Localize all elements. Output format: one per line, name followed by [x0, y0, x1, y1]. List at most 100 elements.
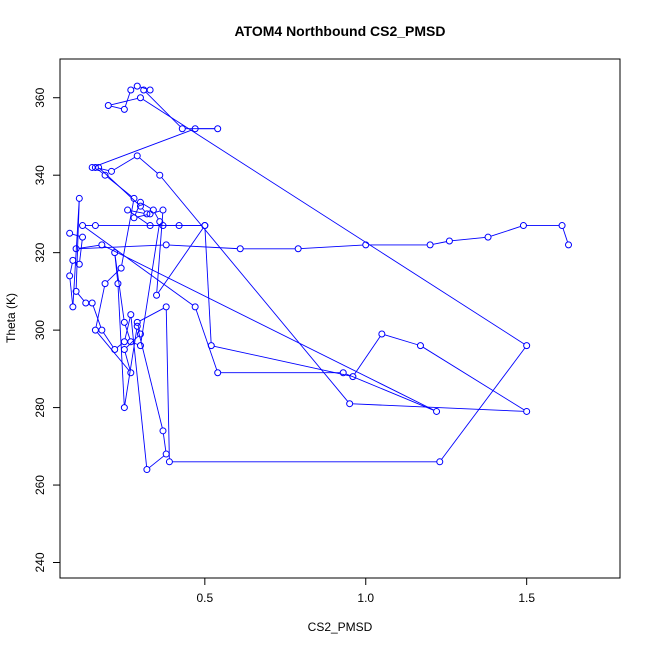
y-axis: 240 260 280 300 320 340 360: [33, 87, 61, 573]
data-point: [426, 241, 434, 249]
data-point: [127, 338, 135, 346]
series-segment: [103, 332, 114, 348]
data-point: [191, 125, 199, 133]
data-point: [162, 303, 170, 311]
data-point: [146, 210, 154, 218]
data-point: [91, 222, 99, 230]
series-segment: [94, 129, 193, 167]
data-point: [136, 342, 144, 350]
data-point: [378, 330, 386, 338]
data-point: [558, 222, 566, 230]
data-point: [91, 163, 99, 171]
data-point: [66, 229, 74, 237]
series-segment: [139, 157, 158, 174]
series-segment: [142, 98, 525, 345]
y-tick-label: 300: [33, 320, 47, 340]
series-segment: [111, 97, 138, 106]
data-point: [445, 237, 453, 245]
data-point: [159, 206, 167, 214]
series-segment: [137, 329, 163, 429]
data-point: [75, 260, 83, 268]
data-point: [191, 303, 199, 311]
series-segment: [441, 347, 526, 460]
series-segment: [69, 278, 74, 304]
series-segment: [117, 286, 125, 405]
series-segment: [352, 403, 524, 412]
data-point: [117, 264, 125, 272]
series-segment: [111, 105, 122, 110]
data-point: [294, 245, 302, 253]
data-point: [127, 369, 135, 377]
data-point: [162, 450, 170, 458]
data-point: [236, 245, 244, 253]
data-point: [120, 338, 128, 346]
series-segment: [137, 325, 141, 332]
data-point: [120, 105, 128, 113]
series-segment: [162, 433, 167, 452]
data-point: [159, 222, 167, 230]
data-point: [69, 256, 77, 264]
series-segment: [452, 237, 486, 242]
series-segment: [142, 208, 146, 212]
series-segment: [121, 201, 134, 266]
series-segment: [301, 244, 363, 250]
series-segment: [154, 212, 159, 220]
series-segment: [124, 329, 138, 405]
series-segment: [384, 334, 418, 346]
data-point: [133, 318, 141, 326]
series-segment: [195, 309, 218, 371]
data-point: [136, 202, 144, 210]
data-point: [484, 233, 492, 241]
data-point: [362, 241, 370, 249]
series-segment: [124, 317, 131, 339]
data-point: [120, 404, 128, 412]
data-point: [136, 198, 144, 206]
series-segment: [124, 352, 131, 370]
data-point: [133, 322, 141, 330]
data-point: [120, 345, 128, 353]
y-tick-label: 260: [33, 475, 47, 495]
data-point: [124, 206, 132, 214]
series-segment: [78, 244, 99, 249]
data-point: [201, 222, 209, 230]
data-point: [214, 125, 222, 133]
series-segment: [77, 293, 85, 301]
data-point: [523, 342, 531, 350]
data-point: [136, 94, 144, 102]
series-segment: [133, 342, 138, 345]
series-segment: [562, 228, 568, 243]
data-point: [101, 280, 109, 288]
chart-title: ATOM4 Northbound CS2_PMSD: [234, 23, 445, 39]
series-segment: [139, 307, 164, 322]
data-point: [433, 407, 441, 415]
series-segment: [140, 224, 160, 343]
series-segment: [354, 336, 381, 375]
data-point: [72, 287, 80, 295]
x-axis: 0.5 1.0 1.5: [196, 577, 535, 605]
data-point: [111, 249, 119, 257]
data-point: [346, 400, 354, 408]
data-point: [349, 373, 357, 381]
data-point: [523, 407, 531, 415]
series-segment: [72, 233, 80, 237]
series-segment: [134, 204, 140, 216]
series-segment: [136, 214, 148, 218]
series-group: [66, 82, 573, 474]
data-point: [153, 291, 161, 299]
data-point: [156, 171, 164, 179]
series-segment: [165, 309, 170, 459]
series-segment: [95, 286, 105, 328]
data-point: [133, 152, 141, 160]
series-segment: [432, 241, 447, 245]
series-segment: [345, 373, 434, 411]
data-point: [162, 241, 170, 249]
series-segment: [129, 211, 148, 225]
x-tick-label: 1.0: [357, 591, 374, 605]
data-point: [519, 222, 527, 230]
data-point: [140, 86, 148, 94]
series-segment: [96, 332, 130, 371]
series-segment: [72, 201, 80, 304]
data-point: [143, 466, 151, 474]
series-segment: [204, 228, 212, 343]
data-point: [72, 245, 80, 253]
